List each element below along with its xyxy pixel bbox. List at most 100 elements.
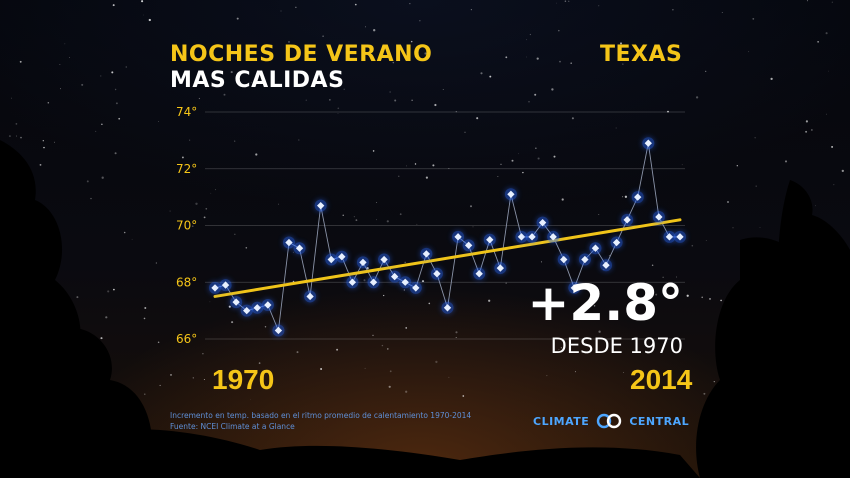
footnote-source: Fuente: NCEI Climate at a Glance [170, 422, 295, 431]
data-point [399, 276, 412, 289]
star [354, 3, 357, 6]
star [39, 163, 42, 166]
star [107, 290, 110, 293]
star [720, 299, 722, 302]
star [564, 0, 567, 2]
data-point-marker [221, 281, 230, 289]
star [230, 383, 232, 385]
star [231, 321, 234, 324]
star [419, 20, 421, 22]
data-point-marker [243, 306, 251, 315]
star [233, 371, 236, 373]
star [497, 176, 499, 177]
star [695, 96, 699, 99]
star [101, 123, 103, 125]
star [526, 39, 528, 41]
data-point [610, 236, 623, 249]
star [826, 113, 827, 115]
star [605, 348, 607, 350]
star [86, 180, 89, 183]
star [811, 129, 813, 131]
data-point [314, 199, 327, 212]
data-point-marker [549, 233, 557, 241]
star [20, 136, 22, 139]
data-point-marker [538, 218, 547, 227]
star [399, 213, 402, 216]
data-point [378, 253, 391, 266]
data-point-marker [390, 272, 399, 281]
star [528, 101, 530, 103]
star [405, 165, 407, 167]
data-point-marker [655, 213, 663, 221]
star [568, 0, 570, 2]
data-point [367, 276, 380, 289]
data-point-marker [602, 261, 610, 269]
data-points [209, 137, 686, 337]
title-line-1: NOCHES DE VERANO [170, 42, 433, 67]
star [622, 63, 624, 65]
data-point-marker [676, 233, 684, 241]
star [155, 262, 157, 264]
star [245, 247, 248, 249]
star [551, 88, 554, 91]
star [489, 75, 492, 78]
star [622, 196, 624, 198]
star [64, 43, 66, 45]
star [353, 216, 355, 218]
star [53, 141, 56, 143]
star [511, 159, 514, 162]
star [701, 296, 703, 299]
data-point [483, 233, 496, 246]
y-tick-label: 68° [176, 275, 197, 289]
star [123, 231, 126, 234]
star [255, 153, 258, 156]
star [416, 223, 418, 225]
star [558, 29, 560, 32]
star [805, 130, 808, 133]
star [770, 77, 773, 81]
star [296, 351, 299, 354]
star [305, 99, 307, 101]
data-point [494, 262, 507, 275]
data-point [621, 213, 634, 226]
star [455, 336, 457, 339]
star [101, 176, 104, 179]
star [355, 219, 358, 222]
y-axis-ticks: 66° 68° 70° 72° 74° [176, 105, 197, 346]
data-point [230, 296, 243, 309]
star [118, 117, 121, 120]
data-point-marker [623, 216, 631, 224]
data-point-marker [454, 233, 462, 241]
star [500, 163, 502, 165]
star [462, 395, 465, 397]
star [455, 110, 457, 113]
data-point-marker [306, 292, 314, 301]
star [258, 362, 261, 364]
star [100, 337, 103, 340]
data-point [346, 276, 359, 289]
data-point [282, 236, 295, 249]
data-point-marker [422, 250, 431, 258]
data-point [356, 256, 369, 269]
gridlines [205, 111, 685, 340]
star [372, 150, 375, 152]
star [505, 56, 508, 59]
star [529, 33, 532, 36]
star [105, 316, 108, 319]
star [16, 135, 18, 137]
star [827, 70, 829, 72]
star [68, 57, 70, 58]
data-point [663, 230, 676, 243]
title-line-2: MAS CALIDAS [170, 68, 345, 93]
star [144, 307, 147, 309]
star [148, 18, 151, 22]
trend-line [213, 218, 682, 298]
star [131, 238, 133, 240]
star [280, 10, 282, 12]
star [736, 165, 738, 167]
star [113, 288, 115, 291]
star [655, 293, 658, 296]
star [170, 374, 172, 376]
star [608, 255, 610, 257]
data-point [219, 279, 232, 292]
